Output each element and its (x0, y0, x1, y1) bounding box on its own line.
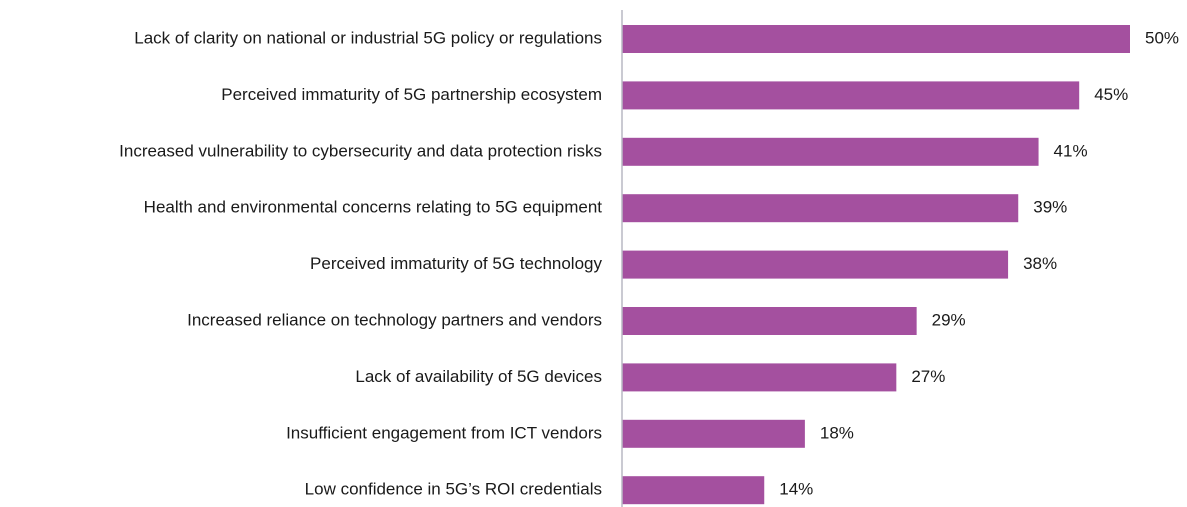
bar (622, 194, 1019, 223)
category-label: Lack of clarity on national or industria… (134, 28, 602, 47)
bar (622, 419, 805, 448)
value-label: 39% (1033, 198, 1067, 217)
category-label: Perceived immaturity of 5G partnership e… (221, 85, 602, 104)
value-label: 41% (1054, 141, 1088, 160)
category-label: Lack of availability of 5G devices (355, 367, 602, 386)
value-label: 29% (932, 310, 966, 329)
bar (622, 137, 1039, 166)
value-label: 14% (779, 480, 813, 499)
category-label: Increased vulnerability to cybersecurity… (119, 141, 602, 160)
bar (622, 476, 765, 505)
value-label: 18% (820, 423, 854, 442)
category-label: Insufficient engagement from ICT vendors (286, 423, 602, 442)
value-label: 50% (1145, 28, 1179, 47)
category-label: Perceived immaturity of 5G technology (310, 254, 602, 273)
category-label: Low confidence in 5G’s ROI credentials (305, 480, 602, 499)
value-label: 45% (1094, 85, 1128, 104)
category-label: Increased reliance on technology partner… (187, 310, 602, 329)
bar (622, 25, 1130, 53)
category-label: Health and environmental concerns relati… (144, 198, 603, 217)
value-label: 38% (1023, 254, 1057, 273)
bar (622, 81, 1080, 110)
bar (622, 307, 917, 335)
bar (622, 363, 897, 392)
value-label: 27% (911, 367, 945, 386)
bar (622, 250, 1009, 279)
